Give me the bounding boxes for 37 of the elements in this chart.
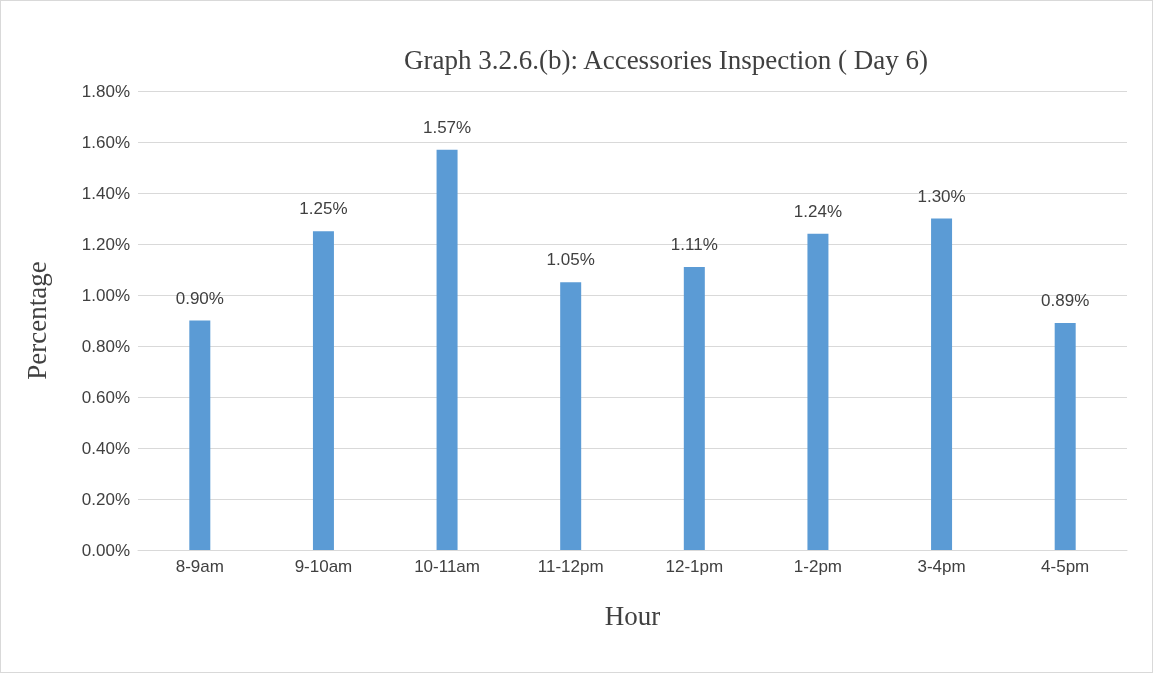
bar xyxy=(807,233,829,550)
x-tick-label: 4-5pm xyxy=(1041,557,1090,576)
data-label: 0.89% xyxy=(1041,291,1090,311)
x-tick-label: 10-11am xyxy=(414,557,480,576)
y-tick-label: 1.20% xyxy=(81,234,130,254)
y-tick-label: 0.40% xyxy=(81,438,130,458)
y-tick-label: 0.60% xyxy=(81,387,130,407)
x-axis-title: Hour xyxy=(604,600,661,631)
x-tick-label: 1-2pm xyxy=(793,557,843,576)
bar xyxy=(683,266,705,550)
y-axis-title: Percentage xyxy=(21,261,52,380)
data-label: 1.05% xyxy=(546,250,595,270)
bar xyxy=(1054,323,1076,550)
bar xyxy=(312,231,334,550)
x-tick-label: 12-1pm xyxy=(665,557,724,576)
bar xyxy=(189,320,211,550)
y-tick-label: 0.20% xyxy=(81,489,130,509)
y-tick-label: 0.00% xyxy=(81,540,130,560)
bar xyxy=(560,282,582,550)
y-tick-label: 1.40% xyxy=(81,183,130,203)
y-tick-label: 1.00% xyxy=(81,285,130,305)
y-tick-label: 1.80% xyxy=(81,81,130,101)
chart-title: Graph 3.2.6.(b): Accessories Inspection ( Day 6) xyxy=(403,44,929,75)
y-tick-label: 0.80% xyxy=(81,336,130,356)
x-tick-label: 11-12pm xyxy=(537,557,604,576)
bar xyxy=(436,149,458,550)
y-tick-label: 1.60% xyxy=(81,132,130,152)
bar xyxy=(931,218,953,550)
data-label: 1.11% xyxy=(670,234,718,254)
data-label: 1.24% xyxy=(793,201,843,221)
data-label: 1.30% xyxy=(917,186,966,206)
data-label: 1.25% xyxy=(299,199,348,219)
data-label: 1.57% xyxy=(422,117,472,137)
x-tick-label: 9-10am xyxy=(294,557,353,576)
x-tick-label: 8-9am xyxy=(175,557,224,576)
data-label: 0.90% xyxy=(175,288,224,308)
x-tick-label: 3-4pm xyxy=(917,557,966,576)
